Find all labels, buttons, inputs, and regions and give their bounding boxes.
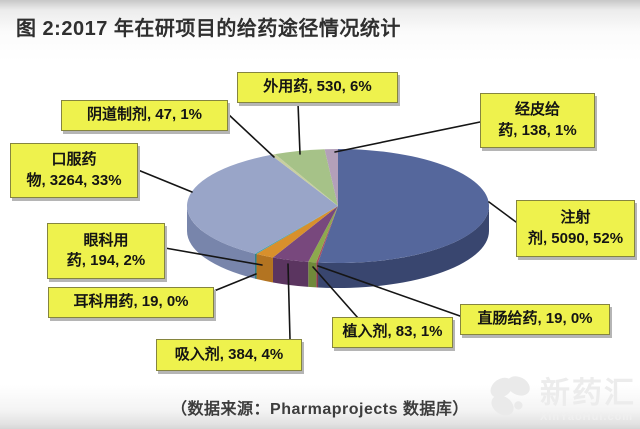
leader-line-vaginal <box>227 113 275 158</box>
callout-injectable: 注射剂, 5090, 52% <box>516 200 635 257</box>
callout-ophthalmic: 眼科用药, 194, 2% <box>47 223 165 279</box>
pie-slice-眼科用药 <box>256 206 338 258</box>
callout-line: 直肠给药, 19, 0% <box>477 310 593 328</box>
callout-line: 口服药 <box>51 151 97 169</box>
leader-line-injectable <box>488 201 517 223</box>
figure-title: 图 2:2017 年在研项目的给药途径情况统计 <box>16 18 401 40</box>
callout-line: 经皮给 <box>514 101 560 119</box>
leader-line-ophthalmic <box>164 247 263 266</box>
callout-topical: 外用药, 530, 6% <box>237 72 398 103</box>
leader-line-implant <box>312 266 359 319</box>
pie-slice-耳科用药 <box>254 206 338 254</box>
callout-line: 物, 3264, 33% <box>26 171 122 189</box>
pie-slice-口服药物 <box>187 154 338 254</box>
callout-line: 剂, 5090, 52% <box>527 229 624 247</box>
pie-slice-经皮给药 <box>324 149 338 206</box>
leader-line-inhaled <box>287 263 291 340</box>
pie-slice-阴道制剂 <box>270 154 338 206</box>
pie-slice-side-注射剂 <box>318 206 489 288</box>
watermark: 新药汇 XinYaoHui.com <box>484 372 636 429</box>
callout-oral: 口服药物, 3264, 33% <box>10 143 138 198</box>
callout-line: 吸入剂, 384, 4% <box>174 345 284 363</box>
callout-line: 眼科用 <box>83 231 129 249</box>
callout-line: 注射 <box>560 209 591 227</box>
callout-line: 耳科用药, 19, 0% <box>73 293 189 311</box>
leader-line-topical <box>297 102 301 155</box>
pie-slice-直肠给药 <box>316 206 338 263</box>
callout-rectal: 直肠给药, 19, 0% <box>460 304 610 335</box>
leader-line-transdermal <box>334 121 481 153</box>
callout-line: 药, 194, 2% <box>66 252 146 269</box>
leader-line-oral <box>137 169 193 193</box>
pie-slice-side-眼科用药 <box>256 253 273 283</box>
pie-slice-side-吸入剂 <box>272 257 309 287</box>
callout-line: 阴道制剂, 47, 1% <box>86 106 203 124</box>
callout-implant: 植入剂, 83, 1% <box>332 317 453 348</box>
source-caption: （数据来源：Pharmaprojects 数据库） <box>171 401 469 418</box>
watermark-name: 新药汇 <box>540 376 636 410</box>
callout-transdermal: 经皮给药, 138, 1% <box>480 93 595 148</box>
callout-otic: 耳科用药, 19, 0% <box>48 287 214 318</box>
callout-line: 植入剂, 83, 1% <box>342 323 443 341</box>
callout-inhaled: 吸入剂, 384, 4% <box>156 339 302 371</box>
watermark-url: XinYaoHui.com <box>540 410 634 423</box>
pie-slice-外用药 <box>275 149 338 206</box>
callout-line: 药, 138, 1% <box>498 121 577 139</box>
pie-slice-植入剂 <box>308 206 338 263</box>
leader-line-rectal <box>317 265 461 317</box>
pie-slice-side-耳科用药 <box>254 253 257 279</box>
callout-vaginal: 阴道制剂, 47, 1% <box>61 100 228 131</box>
pie-slice-注射剂 <box>318 149 490 263</box>
clover-logo-icon <box>484 372 536 429</box>
pie-slice-吸入剂 <box>272 206 338 262</box>
leader-line-otic <box>213 273 257 292</box>
pie-slice-side-直肠给药 <box>316 262 319 288</box>
callout-line: 外用药, 530, 6% <box>263 78 372 96</box>
